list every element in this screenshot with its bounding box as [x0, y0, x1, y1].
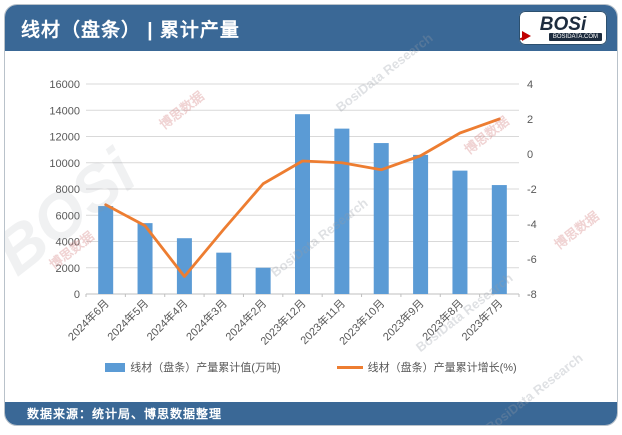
bar-2023年8月 — [452, 170, 468, 294]
x-axis-category-label: 2024年4月 — [143, 296, 190, 343]
bar-2024年6月 — [98, 206, 114, 294]
bar-series-label: 线材（盘条）产量累计值(万吨) — [130, 362, 281, 374]
bar-2023年7月 — [491, 185, 507, 294]
page-title: 线材（盘条） | 累计产量 — [21, 19, 240, 41]
bar-series-swatch-icon — [105, 362, 126, 372]
report-card: 线材（盘条） | 累计产量 BOSi BOSIDATA.COM 0 2000 400… — [4, 4, 618, 426]
bosi-logo: BOSi BOSIDATA.COM — [519, 11, 607, 45]
legend-item-line-series: 线材（盘条）产量累计增长(%) — [336, 359, 517, 375]
bar-2023年12月 — [295, 114, 310, 294]
combo-chart: 0 2000 4000 6000 8000 10000 12000 14000 16000 -8 -… — [49, 79, 537, 348]
right-axis-tick-label: 2 — [527, 114, 533, 126]
right-axis-tick-label: 0 — [527, 149, 533, 161]
right-axis-tick-label: -4 — [527, 219, 537, 231]
x-axis-category-label: 2024年6月 — [65, 296, 112, 343]
logo-domain-label: BOSIDATA.COM — [548, 32, 602, 41]
bar-2024年4月 — [176, 238, 192, 294]
x-axis-category-label: 2023年8月 — [419, 296, 466, 343]
left-axis-tick-label: 0 — [74, 289, 80, 301]
x-axis-category-label: 2024年5月 — [104, 296, 151, 343]
logo-wordmark: BOSi — [539, 13, 587, 35]
chart-footer: 数据来源：统计局、博思数据整理 — [5, 402, 617, 425]
left-axis-tick-label: 16000 — [49, 79, 80, 91]
bar-2023年10月 — [373, 143, 389, 294]
right-axis-tick-label: -8 — [527, 289, 537, 301]
bar-2024年3月 — [216, 252, 232, 294]
legend-item-bar-series: 线材（盘条）产量累计值(万吨) — [105, 359, 281, 375]
x-axis-category-label: 2023年9月 — [380, 296, 427, 343]
chart-legend: 线材（盘条）产量累计值(万吨) 线材（盘条）产量累计增长(%) — [5, 359, 617, 375]
chart-header: 线材（盘条） | 累计产量 BOSi BOSIDATA.COM — [5, 5, 617, 51]
chart-body: 0 2000 4000 6000 8000 10000 12000 14000 16000 -8 -… — [5, 51, 617, 402]
right-axis-tick-label: -2 — [527, 184, 537, 196]
x-axis-category-label: 2023年7月 — [458, 296, 505, 343]
left-axis-tick-label: 2000 — [56, 263, 80, 275]
left-axis-tick-label: 4000 — [56, 237, 80, 249]
left-axis-tick-label: 8000 — [56, 184, 80, 196]
left-axis-tick-label: 14000 — [49, 105, 80, 117]
left-axis-tick-label: 6000 — [56, 210, 80, 222]
growth-line — [104, 117, 501, 278]
data-source-label: 数据来源：统计局、博思数据整理 — [27, 407, 223, 421]
left-axis-tick-label: 10000 — [49, 158, 80, 170]
bar-2023年9月 — [413, 154, 429, 294]
bar-2024年2月 — [255, 267, 271, 294]
bar-2024年5月 — [137, 223, 153, 294]
line-series-swatch-icon — [336, 365, 363, 369]
left-axis-tick-label: 12000 — [49, 132, 80, 144]
right-axis-tick-label: -6 — [527, 254, 537, 266]
line-series-label: 线材（盘条）产量累计增长(%) — [367, 362, 517, 374]
bar-2023年11月 — [334, 128, 350, 294]
right-axis-tick-label: 4 — [527, 79, 533, 91]
x-axis-category-label: 2024年3月 — [183, 296, 230, 343]
